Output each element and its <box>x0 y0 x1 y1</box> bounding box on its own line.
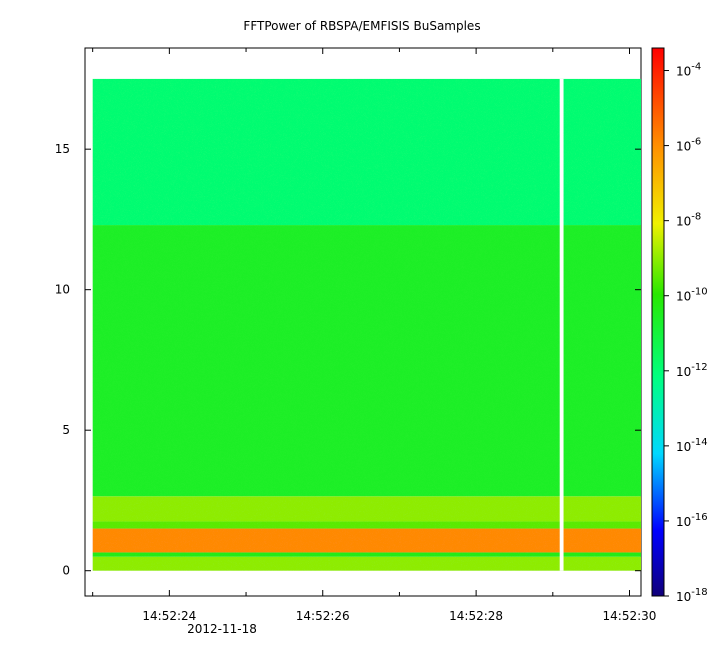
chart-title: FFTPower of RBSPA/EMFISIS BuSamples <box>243 19 480 33</box>
colorbar-tick-label: 10-4 <box>676 62 701 79</box>
colorbar-tick-label: 10-14 <box>676 437 708 454</box>
spectrogram-band <box>92 528 642 553</box>
y-tick-label: 0 <box>62 564 70 578</box>
colorbar-tick-label: 10-8 <box>676 212 701 229</box>
spectrogram-band <box>92 496 642 522</box>
spectrogram-band <box>92 78 642 226</box>
spectrogram-image <box>92 78 642 571</box>
spectrogram-band <box>92 556 642 571</box>
y-tick-label: 10 <box>55 283 70 297</box>
y-tick-label: 5 <box>62 423 70 437</box>
x-tick-label: 14:52:26 <box>296 609 350 623</box>
colorbar-tick-label: 10-18 <box>676 587 708 604</box>
colorbar <box>651 47 665 597</box>
colorbar-axis: 10-4 10-6 10-8 10-10 10-12 10-14 10-16 10-18 <box>664 62 708 604</box>
colorbar-tick-label: 10-6 <box>676 137 701 154</box>
y-axis: 0 5 10 15 <box>55 142 641 578</box>
spectrogram-band <box>92 225 642 497</box>
x-tick-label: 14:52:30 <box>603 609 657 623</box>
colorbar-tick-label: 10-10 <box>676 287 708 304</box>
spectrogram-band <box>92 552 642 557</box>
colorbar-tick-label: 10-12 <box>676 362 708 379</box>
data-gap <box>559 78 564 571</box>
x-axis: 14:52:24 14:52:26 14:52:28 14:52:30 <box>92 48 657 623</box>
x-tick-label: 14:52:28 <box>449 609 503 623</box>
x-date-label: 2012-11-18 <box>187 622 257 636</box>
y-tick-label: 15 <box>55 142 70 156</box>
colorbar-tick-label: 10-16 <box>676 512 708 529</box>
spectrogram-band <box>92 521 642 529</box>
x-tick-label: 14:52:24 <box>142 609 196 623</box>
